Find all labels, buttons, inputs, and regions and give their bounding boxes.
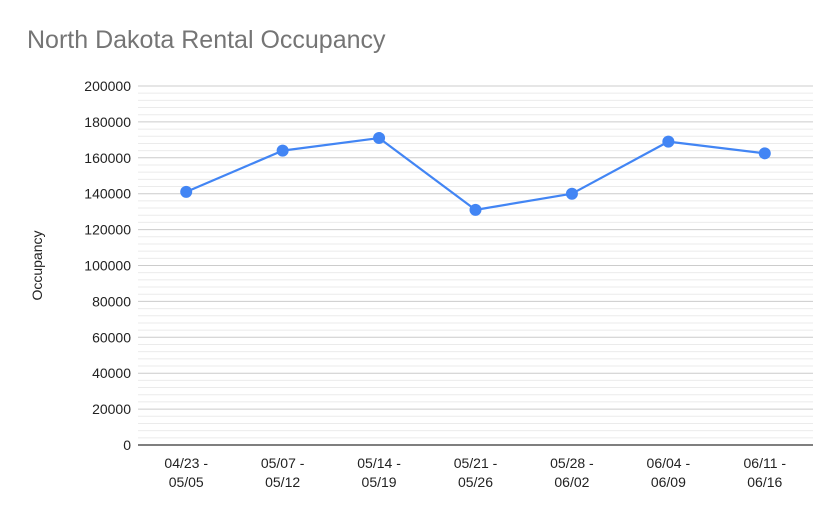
- y-tick-label: 40000: [92, 365, 131, 381]
- x-tick-label: 04/23 -05/05: [164, 455, 208, 490]
- y-tick-label: 60000: [92, 329, 131, 345]
- data-point: [180, 185, 193, 198]
- y-tick-label: 180000: [84, 114, 131, 130]
- y-axis-tick-labels: 0 20000 40000 60000 80000 100000 120000 140000 1…: [84, 78, 131, 453]
- y-tick-label: 100000: [84, 258, 131, 274]
- x-tick-label: 05/07 -05/12: [261, 455, 305, 490]
- series-line: [185, 136, 765, 211]
- data-point: [276, 144, 289, 157]
- y-tick-label: 0: [123, 437, 131, 453]
- y-tick-label: 200000: [84, 78, 131, 94]
- x-axis-tick-labels: 04/23 -05/05 05/07 -05/12 05/14 -05/19 05/2…: [164, 455, 786, 490]
- data-point: [662, 135, 675, 148]
- x-tick-label: 06/11 -06/16: [744, 455, 787, 490]
- x-tick-label: 05/28 -06/02: [550, 455, 594, 490]
- y-tick-label: 140000: [84, 186, 131, 202]
- y-tick-label: 160000: [84, 150, 131, 166]
- minor-gridlines: [138, 92, 813, 439]
- y-axis-title: Occupancy: [29, 230, 45, 300]
- data-point: [373, 132, 386, 145]
- y-tick-label: 120000: [84, 222, 131, 238]
- major-gridlines: [138, 85, 813, 410]
- chart-title: North Dakota Rental Occupancy: [27, 26, 386, 54]
- y-tick-label: 80000: [92, 293, 131, 309]
- data-point: [565, 187, 578, 200]
- x-tick-label: 05/21 -05/26: [454, 455, 498, 490]
- series-occupancy: [180, 132, 771, 216]
- x-tick-label: 06/04 -06/09: [647, 455, 691, 490]
- y-tick-label: 20000: [92, 401, 131, 417]
- data-point: [758, 147, 771, 160]
- data-point: [469, 203, 482, 216]
- x-tick-label: 05/14 -05/19: [357, 455, 401, 490]
